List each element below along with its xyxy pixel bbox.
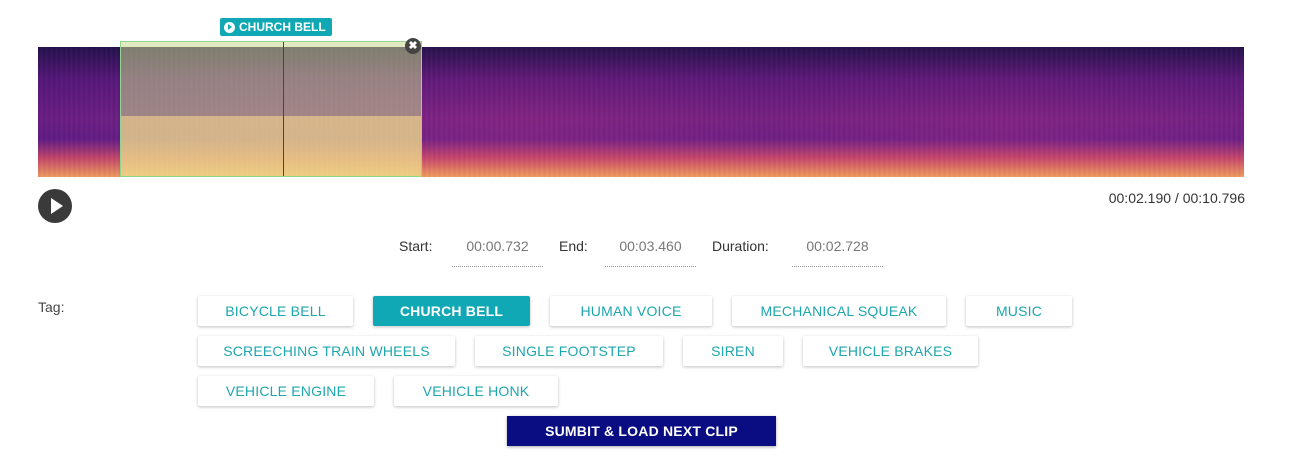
tag-vehicle-engine[interactable]: VEHICLE ENGINE bbox=[198, 376, 374, 406]
duration-label: Duration: bbox=[712, 238, 769, 254]
time-separator: / bbox=[1171, 190, 1183, 206]
tag-vehicle-brakes[interactable]: VEHICLE BRAKES bbox=[803, 336, 978, 366]
current-time: 00:02.190 bbox=[1108, 190, 1172, 206]
start-label: Start: bbox=[399, 238, 433, 254]
tag-music[interactable]: MUSIC bbox=[966, 296, 1072, 326]
tag-mechanical-squeak[interactable]: MECHANICAL SQUEAK bbox=[732, 296, 946, 326]
waveform-area[interactable]: ✖ bbox=[38, 38, 1244, 177]
tag-church-bell[interactable]: CHURCH BELL bbox=[373, 296, 530, 326]
duration-field: 00:02.728 bbox=[792, 238, 883, 267]
tag-siren[interactable]: SIREN bbox=[683, 336, 783, 366]
start-field[interactable]: 00:00.732 bbox=[452, 238, 543, 267]
end-label: End: bbox=[559, 238, 588, 254]
playhead-cursor bbox=[283, 42, 284, 176]
play-icon bbox=[224, 21, 235, 33]
play-button[interactable] bbox=[38, 189, 72, 223]
tag-vehicle-honk[interactable]: VEHICLE HONK bbox=[394, 376, 558, 406]
region-highlight bbox=[121, 116, 421, 176]
tag-screeching-train-wheels[interactable]: SCREECHING TRAIN WHEELS bbox=[198, 336, 455, 366]
submit-button[interactable]: SUMBIT & LOAD NEXT CLIP bbox=[507, 416, 776, 446]
region-tag-label[interactable]: CHURCH BELL bbox=[220, 18, 332, 36]
tag-single-footstep[interactable]: SINGLE FOOTSTEP bbox=[475, 336, 663, 366]
time-readout: 00:02.190 / 00:10.796 bbox=[1109, 190, 1245, 206]
total-time: 00:10.796 bbox=[1182, 190, 1245, 206]
tag-label: Tag: bbox=[38, 299, 65, 315]
selected-region[interactable] bbox=[120, 41, 422, 177]
tag-human-voice[interactable]: HUMAN VOICE bbox=[550, 296, 712, 326]
end-field[interactable]: 00:03.460 bbox=[605, 238, 696, 267]
tag-bicycle-bell[interactable]: BICYCLE BELL bbox=[198, 296, 353, 326]
close-icon[interactable]: ✖ bbox=[405, 38, 421, 54]
region-tag-text: CHURCH BELL bbox=[239, 20, 326, 34]
